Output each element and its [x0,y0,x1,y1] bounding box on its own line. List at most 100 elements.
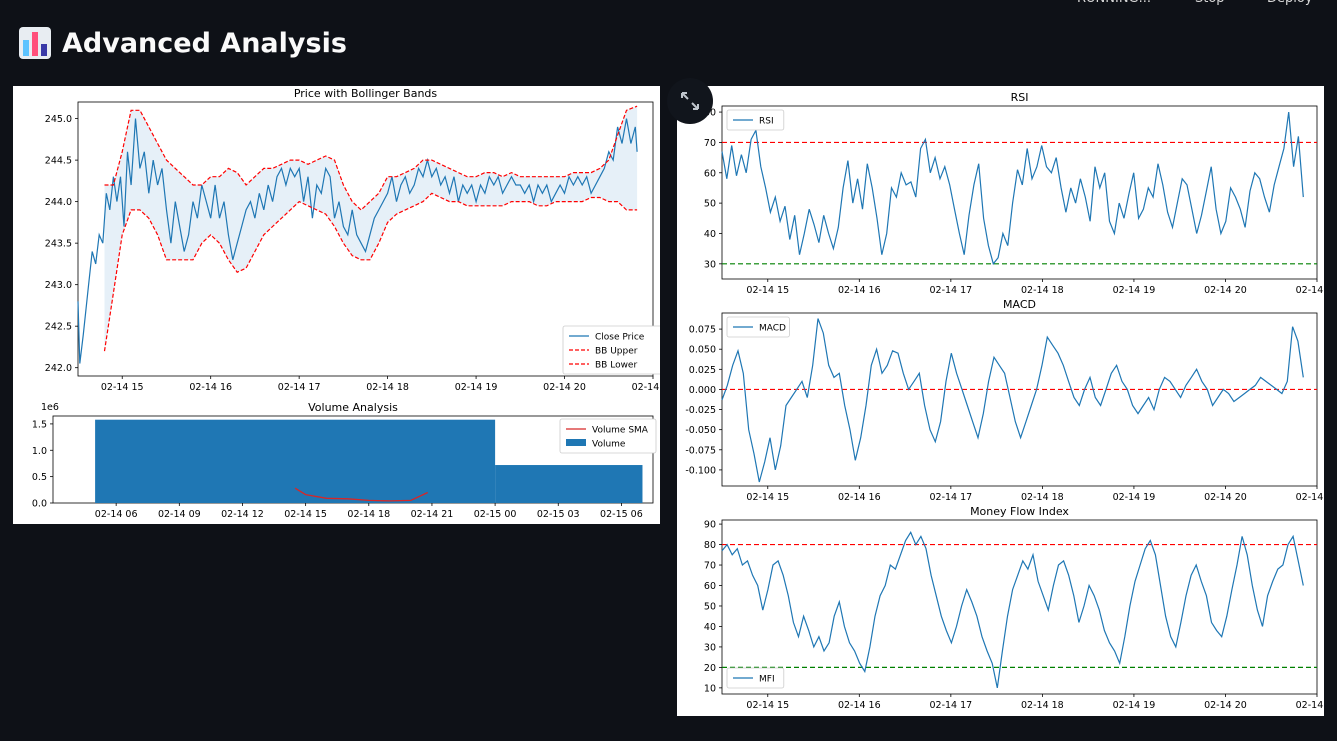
y-tick-label: 90 [704,520,716,531]
x-tick-label: 02-14 20 [1204,700,1247,711]
axes-frame [77,101,654,377]
legend-label: BB Upper [595,347,638,357]
x-tick-label: 02-14 20 [543,382,586,393]
price-chart: Price with Bollinger Bands 242.0 242.5 243.… [45,87,660,393]
bb-lower-line [103,192,638,352]
y-tick-label: 80 [704,108,716,119]
y-tick-label: 40 [704,229,716,240]
y-tick-label: 244.0 [45,197,72,208]
x-tick-label: 02-14 21 [1296,285,1324,296]
legend-label: Volume [592,440,626,450]
indicators-figure: RSI 30 40 50 60 70 80 02-14 15 02-14 16 02-14 17 0… [677,86,1324,716]
y-tick-label: 0.0 [32,499,47,510]
rsi-line [721,112,1304,266]
y-scale-label: 1e6 [41,402,59,413]
axes-frame [721,105,1318,280]
running-status: RUNNING... [1077,0,1151,6]
y-tick-label: -0.075 [685,445,716,456]
x-tick-label: 02-14 17 [929,285,972,296]
y-tick-label: 0.025 [689,365,716,376]
x-tick-label: 02-14 17 [929,492,972,503]
y-tick-label: -0.100 [685,465,716,476]
x-tick-label: 02-14 17 [278,382,321,393]
volume-bar [495,465,643,503]
header-status-bar: RUNNING... Stop Deploy [1077,0,1337,8]
legend-label: MFI [759,675,775,685]
y-tick-label: 70 [704,138,716,149]
y-tick-label: 0.5 [32,472,47,483]
deploy-button[interactable]: Deploy [1267,0,1313,6]
x-tick-label: 02-14 15 [101,382,144,393]
x-tick-label: 02-14 15 [746,700,789,711]
legend-label: Volume SMA [592,426,649,436]
y-tick-label: 50 [704,601,716,612]
mfi-line [721,530,1304,689]
volume-sma-line [294,487,428,502]
y-tick-label: 1.0 [32,446,47,457]
y-tick-label: 80 [704,540,716,551]
x-tick-label: 02-14 16 [189,382,232,393]
legend-box [726,667,785,689]
price-volume-svg: Price with Bollinger Bands 242.0 242.5 243.… [32,87,660,520]
x-tick-label: 02-15 03 [537,509,580,520]
y-tick-label: 243.5 [45,239,72,250]
x-tick-label: 02-14 16 [838,700,881,711]
legend-box [562,325,660,375]
x-tick-label: 02-14 18 [1021,700,1064,711]
close-price-line [77,118,638,364]
y-tick-label: 243.0 [45,280,72,291]
page-title: Advanced Analysis [18,26,347,60]
x-tick-label: 02-14 15 [284,509,327,520]
rsi-chart: RSI 30 40 50 60 70 80 02-14 15 02-14 16 02-14 17 0… [704,91,1324,296]
y-tick-label: 242.0 [45,363,72,374]
x-tick-label: 02-14 19 [1113,492,1156,503]
legend-label: Close Price [595,333,645,343]
x-tick-label: 02-14 21 [1296,492,1324,503]
macd-line [721,318,1304,483]
x-tick-label: 02-14 16 [838,492,881,503]
x-tick-label: 02-14 19 [1113,700,1156,711]
page-title-text: Advanced Analysis [62,27,347,59]
x-tick-label: 02-14 18 [1021,492,1064,503]
x-tick-label: 02-14 18 [1021,285,1064,296]
chart-title: Price with Bollinger Bands [294,87,438,100]
x-tick-label: 02-14 21 [632,382,660,393]
chart-title: Volume Analysis [308,401,398,414]
y-tick-label: 0.000 [689,385,716,396]
x-tick-label: 02-14 12 [221,509,264,520]
stop-button[interactable]: Stop [1195,0,1225,6]
macd-chart: MACD -0.100 -0.075 -0.050 -0.025 0.000 0.025 0.… [685,298,1324,503]
price-volume-figure: Price with Bollinger Bands 242.0 242.5 243.… [13,86,660,524]
chart-title: Money Flow Index [970,505,1069,518]
x-tick-label: 02-14 15 [746,285,789,296]
volume-bar [95,419,496,503]
x-tick-label: 02-14 18 [347,509,390,520]
y-tick-label: 0.075 [689,325,716,336]
y-tick-label: 1.5 [32,419,47,430]
chart-title: RSI [1011,91,1029,104]
fullscreen-button[interactable] [667,78,713,124]
x-tick-label: 02-14 20 [1204,492,1247,503]
x-tick-label: 02-15 06 [600,509,643,520]
legend-label: BB Lower [595,361,637,371]
x-tick-label: 02-14 06 [95,509,138,520]
legend-box [726,109,785,131]
legend-label: MACD [759,324,786,334]
y-tick-label: -0.050 [685,425,716,436]
x-tick-label: 02-14 19 [455,382,498,393]
x-tick-label: 02-14 17 [929,700,972,711]
axes-frame [721,312,1318,487]
y-tick-label: 0.050 [689,345,716,356]
legend-box [726,316,790,338]
y-tick-label: 70 [704,561,716,572]
x-tick-label: 02-14 16 [838,285,881,296]
x-tick-label: 02-14 20 [1204,285,1247,296]
x-tick-label: 02-14 09 [158,509,201,520]
x-tick-label: 02-14 21 [411,509,454,520]
y-tick-label: -0.025 [685,405,716,416]
legend-swatch [566,439,586,446]
y-tick-label: 60 [704,168,716,179]
y-tick-label: 20 [704,663,716,674]
chart-title: MACD [1003,298,1036,311]
y-tick-label: 10 [704,683,716,694]
